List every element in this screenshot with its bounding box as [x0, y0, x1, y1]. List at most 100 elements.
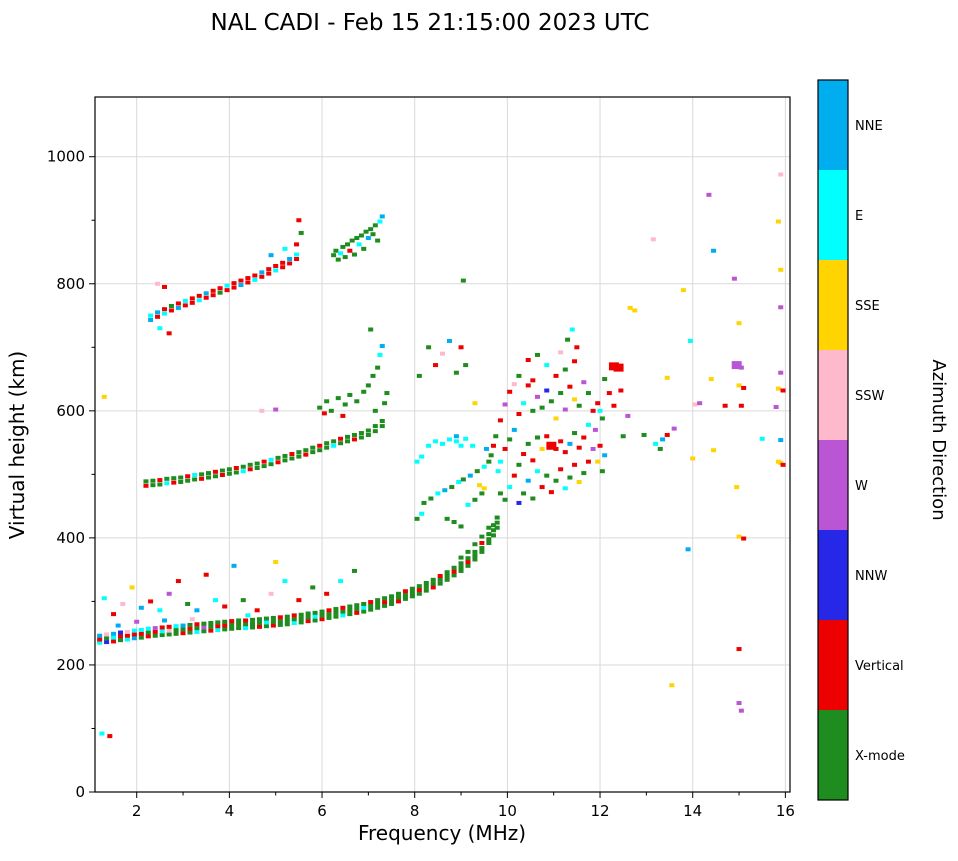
- data-point-x-mode: [256, 621, 262, 626]
- data-point-x-mode: [254, 466, 260, 471]
- data-point-x-mode: [208, 624, 214, 629]
- data-point-e: [507, 485, 513, 490]
- data-point-x-mode: [395, 595, 401, 600]
- data-point-x-mode: [347, 612, 353, 617]
- data-point-x-mode: [340, 244, 346, 249]
- colorbar-label-nnw: NNW: [855, 569, 887, 584]
- data-point-e: [268, 457, 274, 462]
- data-point-sse: [736, 534, 742, 539]
- data-point-vertical: [780, 388, 786, 393]
- data-point-x-mode: [474, 469, 480, 474]
- data-point-nnw: [104, 640, 110, 645]
- data-point-x-mode: [458, 568, 464, 573]
- data-point-sse: [775, 219, 781, 224]
- colorbar-segment-e: [818, 170, 848, 260]
- data-point-x-mode: [236, 622, 242, 627]
- data-point-nnw: [544, 388, 550, 393]
- y-tick-label: 0: [75, 783, 85, 801]
- data-point-x-mode: [490, 523, 496, 528]
- data-point-x-mode: [372, 429, 378, 434]
- data-point-vertical: [572, 462, 578, 467]
- data-point-x-mode: [256, 617, 262, 622]
- data-point-vertical: [530, 378, 536, 383]
- data-point-vertical: [437, 574, 443, 579]
- data-point-nne: [778, 438, 784, 443]
- data-point-x-mode: [317, 405, 323, 410]
- data-point-x-mode: [310, 445, 316, 450]
- data-point-vertical: [210, 293, 216, 298]
- y-tick-label: 1000: [47, 148, 85, 166]
- data-point-x-mode: [250, 625, 256, 630]
- data-point-vertical: [187, 626, 193, 631]
- data-point-x-mode: [458, 561, 464, 566]
- data-point-e: [453, 439, 459, 444]
- data-point-x-mode: [282, 453, 288, 458]
- data-point-vertical: [107, 734, 113, 739]
- data-point-x-mode: [333, 614, 339, 619]
- data-point-vertical: [525, 358, 531, 363]
- data-point-e: [419, 454, 425, 459]
- data-point-w: [778, 305, 784, 310]
- data-point-vertical: [664, 432, 670, 437]
- colorbar-label-sse: SSE: [855, 299, 880, 314]
- data-point-vertical: [175, 579, 181, 584]
- data-point-e: [458, 443, 464, 448]
- data-point-nne: [180, 623, 186, 628]
- data-point-e: [426, 443, 432, 448]
- data-point-x-mode: [389, 601, 395, 606]
- data-point-x-mode: [599, 416, 605, 421]
- data-point-nne: [365, 236, 371, 241]
- data-point-vertical: [324, 591, 330, 596]
- data-point-x-mode: [263, 624, 269, 629]
- data-point-x-mode: [164, 476, 170, 481]
- data-point-x-mode: [310, 450, 316, 455]
- data-point-x-mode: [345, 434, 351, 439]
- data-point-x-mode: [525, 441, 531, 446]
- y-tick-label: 200: [56, 656, 85, 674]
- data-point-vertical: [233, 466, 239, 471]
- data-point-x-mode: [284, 618, 290, 623]
- data-point-x-mode: [444, 570, 450, 575]
- data-point-vertical: [280, 265, 286, 270]
- data-point-vertical: [231, 285, 237, 290]
- data-point-vertical: [266, 271, 272, 276]
- data-point-e: [435, 491, 441, 496]
- data-point-vertical: [280, 260, 286, 265]
- data-point-x-mode: [333, 610, 339, 615]
- data-point-nne: [379, 344, 385, 349]
- data-point-vertical: [212, 469, 218, 474]
- chart-title: NAL CADI - Feb 15 21:15:00 2023 UTC: [211, 10, 650, 36]
- data-point-x-mode: [219, 468, 225, 473]
- data-point-x-mode: [185, 601, 191, 606]
- data-point-vertical: [157, 478, 163, 483]
- data-point-x-mode: [494, 515, 500, 520]
- y-tick-label: 400: [56, 529, 85, 547]
- data-point-sse: [627, 305, 633, 310]
- data-point-x-mode: [363, 229, 369, 234]
- data-point-x-mode: [539, 405, 545, 410]
- data-point-w: [534, 394, 540, 399]
- data-point-x-mode: [389, 594, 395, 599]
- data-point-vertical: [111, 612, 117, 617]
- data-point-x-mode: [516, 462, 522, 467]
- data-point-x-mode: [173, 628, 179, 633]
- data-point-x-mode: [201, 621, 207, 626]
- data-point-x-mode: [284, 622, 290, 627]
- data-point-x-mode: [472, 542, 478, 547]
- data-point-vertical: [558, 439, 564, 444]
- data-point-x-mode: [236, 626, 242, 631]
- data-point-nne: [97, 633, 103, 638]
- data-point-x-mode: [284, 614, 290, 619]
- data-point-x-mode: [326, 612, 332, 617]
- data-point-x-mode: [117, 638, 123, 643]
- colorbar-label-w: W: [855, 479, 868, 494]
- data-point-x-mode: [486, 525, 492, 530]
- data-point-x-mode: [312, 610, 318, 615]
- data-point-x-mode: [428, 496, 434, 501]
- data-point-x-mode: [465, 556, 471, 561]
- data-point-vertical: [502, 446, 508, 451]
- colorbar-outline: [817, 79, 849, 801]
- data-point-sse: [477, 483, 483, 488]
- data-point-nne: [203, 291, 209, 296]
- data-point-x-mode: [567, 475, 573, 480]
